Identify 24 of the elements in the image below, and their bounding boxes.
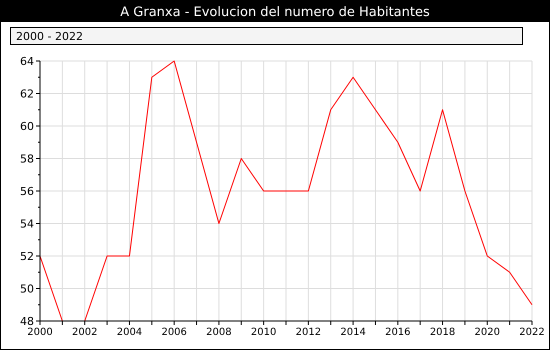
x-tick-label: 2006 [161, 327, 187, 338]
x-tick-label: 2022 [519, 327, 545, 338]
chart-subtitle: 2000 - 2022 [16, 30, 83, 43]
x-tick-label: 2008 [206, 327, 232, 338]
x-tick-label: 2014 [340, 327, 366, 338]
y-tick-label: 58 [20, 152, 34, 166]
chart-title: A Granxa - Evolucion del numero de Habitantes [120, 5, 430, 20]
y-tick-label: 60 [20, 120, 34, 133]
x-tick-label: 2000 [27, 327, 53, 338]
x-tick-label: 2010 [250, 327, 276, 338]
x-tick-label: 2020 [474, 327, 500, 338]
y-tick-label: 62 [20, 88, 34, 100]
x-tick-label: 2016 [385, 327, 411, 338]
x-tick-label: 2002 [72, 327, 98, 338]
y-tick-label: 50 [20, 282, 34, 296]
x-tick-label: 2012 [296, 327, 322, 338]
y-tick-label: 52 [20, 250, 34, 263]
y-tick-label: 48 [20, 315, 34, 328]
y-tick-label: 64 [20, 55, 34, 68]
x-tick-label: 2004 [116, 327, 142, 338]
line-series [40, 60, 532, 322]
x-tick-label: 2018 [430, 327, 456, 338]
y-tick-label: 54 [20, 218, 34, 230]
y-tick-label: 56 [20, 185, 34, 198]
